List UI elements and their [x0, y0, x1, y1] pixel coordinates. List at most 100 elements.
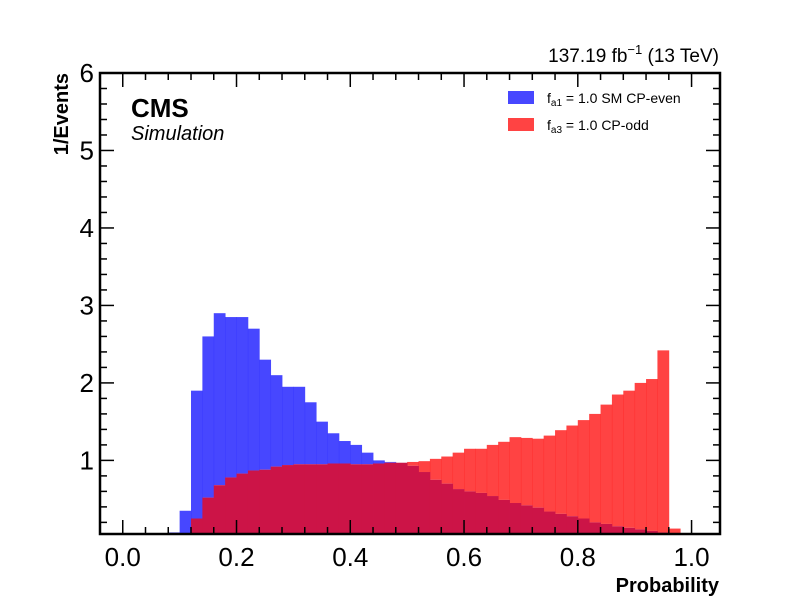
- hist-bar: [338, 441, 351, 464]
- hist-bar-overlap: [600, 523, 613, 534]
- hist-bar: [600, 404, 613, 524]
- y-axis-title: 1/Events: [51, 73, 73, 155]
- hist-bar: [623, 390, 636, 528]
- y-tick-label: 1: [80, 445, 94, 475]
- hist-bar: [441, 456, 454, 484]
- hist-bar-overlap: [384, 462, 397, 534]
- hist-bar-overlap: [316, 464, 328, 534]
- hist-bar-overlap: [191, 518, 203, 534]
- hist-bar-overlap: [225, 477, 237, 534]
- hist-bar: [475, 448, 488, 493]
- hist-bar-overlap: [259, 469, 272, 534]
- hist-bar-overlap: [338, 463, 351, 534]
- legend: fa1 = 1.0 SM CP-even fa3 = 1.0 CP-odd: [508, 90, 681, 136]
- legend-label-odd: fa3 = 1.0 CP-odd: [547, 117, 649, 136]
- y-tick-label: 2: [80, 368, 94, 398]
- hist-bar: [532, 438, 545, 508]
- hist-bar: [646, 379, 658, 531]
- hist-bar: [384, 461, 397, 463]
- x-axis-title: Probability: [616, 575, 720, 597]
- hist-bar-overlap: [429, 479, 442, 534]
- hist-bar-overlap: [452, 489, 465, 534]
- x-tick-label: 0.4: [332, 542, 368, 572]
- hist-bar-overlap: [304, 464, 317, 534]
- simulation-label: Simulation: [131, 123, 224, 145]
- hist-bar-overlap: [486, 496, 499, 534]
- hist-bar-overlap: [589, 522, 601, 534]
- cms-label: CMS: [131, 93, 189, 123]
- legend-swatch-odd: [508, 118, 534, 131]
- hist-bar: [270, 375, 283, 467]
- hist-bar-overlap: [441, 483, 454, 534]
- hist-bar: [657, 350, 670, 533]
- hist-bar: [316, 421, 328, 465]
- x-tick-label: 0.8: [560, 542, 596, 572]
- legend-label-sm: fa1 = 1.0 SM CP-even: [547, 90, 681, 109]
- series-sm-cp-even-bars: [168, 313, 397, 534]
- hist-bar: [327, 433, 340, 464]
- hist-bar: [293, 386, 306, 465]
- hist-bar-overlap: [247, 470, 260, 534]
- y-tick-label: 4: [80, 213, 94, 243]
- hist-bar: [464, 448, 476, 492]
- hist-bar-overlap: [213, 485, 226, 534]
- hist-bar-overlap: [418, 472, 431, 534]
- hist-bar: [509, 437, 522, 504]
- hist-bar: [350, 444, 363, 465]
- hist-bar-overlap: [395, 462, 408, 534]
- hist-bar: [543, 435, 556, 512]
- hist-bar: [452, 452, 465, 490]
- hist-bar: [361, 452, 374, 465]
- hist-bar-overlap: [327, 463, 340, 534]
- hist-bar: [407, 461, 419, 466]
- hist-bar: [373, 460, 385, 464]
- hist-bar: [225, 317, 237, 478]
- hist-bar: [259, 359, 272, 470]
- y-tick-labels: 1 2 3 4 5 6: [80, 58, 94, 475]
- hist-bar: [555, 430, 567, 514]
- x-tick-labels: 0.0 0.2 0.4 0.6 0.8 1.0: [105, 542, 710, 572]
- hist-bar-overlap: [202, 497, 215, 534]
- x-tick-label: 0.2: [218, 542, 254, 572]
- hist-bar: [498, 441, 510, 500]
- hist-bar: [611, 394, 624, 527]
- hist-bar: [202, 336, 215, 498]
- hist-bar-overlap: [532, 507, 545, 534]
- hist-bar-overlap: [350, 464, 363, 534]
- hist-bar-overlap: [555, 513, 567, 534]
- hist-bar-overlap: [543, 511, 556, 534]
- plot-frame: [98, 71, 722, 536]
- y-tick-label: 6: [80, 58, 94, 88]
- hist-bar: [589, 413, 601, 523]
- hist-bar-overlap: [373, 463, 385, 534]
- hist-bar-overlap: [475, 492, 488, 534]
- overlap-bars: [191, 462, 670, 534]
- hist-bar: [213, 313, 226, 486]
- x-tick-label: 0.6: [446, 542, 482, 572]
- luminosity-label: 137.19 fb−1 (13 TeV): [548, 42, 719, 67]
- hist-bar-overlap: [270, 466, 283, 534]
- hist-bar-overlap: [611, 526, 624, 534]
- hist-bar: [577, 420, 590, 519]
- series-cp-odd-bars: [407, 350, 681, 534]
- x-tick-label: 1.0: [673, 542, 709, 572]
- hist-bar-overlap: [634, 529, 647, 534]
- hist-bar: [304, 402, 317, 465]
- hist-bar: [282, 386, 294, 466]
- hist-bar-overlap: [577, 518, 590, 534]
- hist-bar-overlap: [464, 491, 476, 534]
- hist-bar: [634, 382, 647, 530]
- hist-bar: [429, 458, 442, 480]
- y-tick-label: 5: [80, 135, 94, 165]
- hist-bar: [418, 461, 431, 473]
- hist-bar-overlap: [646, 530, 658, 534]
- hist-bar: [668, 528, 681, 534]
- hist-bar: [247, 328, 260, 471]
- hist-bar: [486, 444, 499, 497]
- hist-bar-overlap: [623, 527, 636, 534]
- x-tick-label: 0.0: [105, 542, 141, 572]
- y-tick-label: 3: [80, 290, 94, 320]
- hist-bar-overlap: [293, 464, 306, 534]
